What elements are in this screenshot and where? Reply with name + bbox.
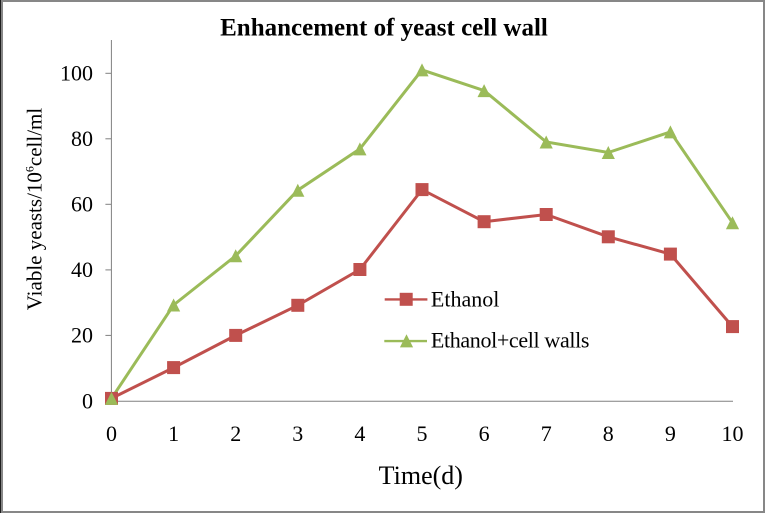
svg-text:60: 60 <box>71 192 93 217</box>
svg-text:80: 80 <box>71 126 93 151</box>
svg-text:7: 7 <box>541 421 552 446</box>
svg-text:100: 100 <box>60 61 93 86</box>
svg-text:40: 40 <box>71 257 93 282</box>
svg-text:4: 4 <box>354 421 365 446</box>
svg-text:0: 0 <box>82 388 93 413</box>
svg-text:Time(d): Time(d) <box>379 461 463 490</box>
svg-text:Ethanol+cell walls: Ethanol+cell walls <box>431 328 589 353</box>
svg-text:Ethanol: Ethanol <box>431 287 499 312</box>
svg-text:9: 9 <box>665 421 676 446</box>
svg-text:Enhancement of yeast cell wall: Enhancement of yeast cell wall <box>220 15 548 42</box>
svg-text:10: 10 <box>722 421 744 446</box>
svg-text:20: 20 <box>71 323 93 348</box>
svg-text:0: 0 <box>106 421 117 446</box>
svg-text:5: 5 <box>417 421 428 446</box>
svg-text:2: 2 <box>230 421 241 446</box>
svg-text:3: 3 <box>292 421 303 446</box>
svg-text:Viable yeasts/106cell/ml: Viable yeasts/106cell/ml <box>23 108 47 311</box>
svg-text:6: 6 <box>479 421 490 446</box>
svg-text:1: 1 <box>168 421 179 446</box>
svg-text:8: 8 <box>603 421 614 446</box>
